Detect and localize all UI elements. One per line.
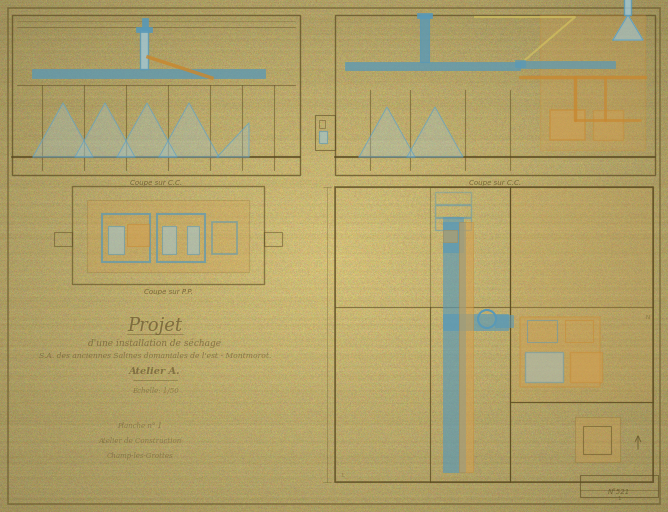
Text: Coupe sur C.C.: Coupe sur C.C. (130, 180, 182, 186)
Bar (527, 320, 557, 342)
Bar (140, 29, 148, 69)
Bar (420, 15, 429, 62)
Text: Atelier de Construction: Atelier de Construction (98, 437, 182, 445)
Bar (459, 222, 473, 472)
Bar (550, 110, 585, 140)
Bar (72, 186, 264, 284)
Bar (435, 218, 471, 230)
Text: 1.: 1. (340, 473, 345, 478)
Polygon shape (75, 103, 135, 157)
Bar (540, 15, 645, 150)
Polygon shape (359, 107, 415, 157)
Bar (54, 232, 72, 246)
Bar (593, 110, 623, 140)
Bar (443, 217, 463, 252)
Bar (624, 0, 631, 15)
Bar (495, 315, 513, 327)
Bar (510, 187, 653, 402)
Bar (570, 352, 602, 382)
Text: 1: 1 (617, 497, 621, 501)
Text: Coupe sur C.C.: Coupe sur C.C. (469, 180, 521, 186)
Bar (575, 417, 620, 462)
Polygon shape (159, 103, 219, 157)
Polygon shape (33, 103, 93, 157)
Bar (520, 61, 615, 68)
Text: Planche n° 1: Planche n° 1 (118, 422, 162, 430)
Bar (345, 62, 520, 70)
Bar (12, 15, 300, 175)
Bar (87, 200, 249, 272)
Bar (417, 13, 432, 18)
Bar (319, 120, 325, 128)
Text: Atelier A.: Atelier A. (129, 367, 181, 376)
Text: Coupe sur P.P.: Coupe sur P.P. (144, 289, 192, 295)
Text: Projet: Projet (128, 317, 182, 335)
Bar (510, 402, 653, 482)
Bar (520, 317, 600, 387)
Bar (102, 214, 150, 262)
Bar (315, 115, 335, 150)
Text: Échelle: 1/50: Échelle: 1/50 (132, 387, 178, 395)
Text: d'une installation de séchage: d'une installation de séchage (88, 339, 222, 349)
Bar (510, 187, 653, 402)
Bar (443, 222, 465, 472)
Bar (319, 131, 327, 143)
Bar (335, 187, 653, 482)
Bar (565, 320, 593, 342)
Bar (515, 60, 525, 67)
Bar (435, 192, 471, 204)
Bar (443, 230, 457, 242)
Polygon shape (217, 123, 249, 157)
Bar (583, 426, 611, 454)
Bar (264, 232, 282, 246)
Bar (435, 205, 471, 217)
Polygon shape (407, 107, 463, 157)
Bar (525, 352, 563, 382)
Bar (212, 222, 237, 254)
Bar (32, 69, 265, 78)
Polygon shape (117, 103, 177, 157)
Bar (335, 15, 655, 175)
Bar (443, 314, 508, 330)
Bar (187, 226, 199, 254)
Text: Champ-les-Grottes: Champ-les-Grottes (107, 452, 173, 460)
Bar (142, 18, 148, 30)
Bar (136, 27, 152, 32)
Bar (108, 226, 124, 254)
Bar (162, 226, 176, 254)
Bar (430, 187, 510, 482)
Bar (580, 475, 658, 497)
Bar (127, 224, 149, 246)
Bar (335, 187, 510, 482)
Polygon shape (613, 15, 643, 40)
Text: N: N (645, 315, 649, 320)
Text: N°521: N°521 (608, 489, 630, 495)
Text: S.A. des anciennes Salines domaniales de l'est - Montmorot.: S.A. des anciennes Salines domaniales de… (39, 352, 271, 360)
Bar (157, 214, 205, 262)
